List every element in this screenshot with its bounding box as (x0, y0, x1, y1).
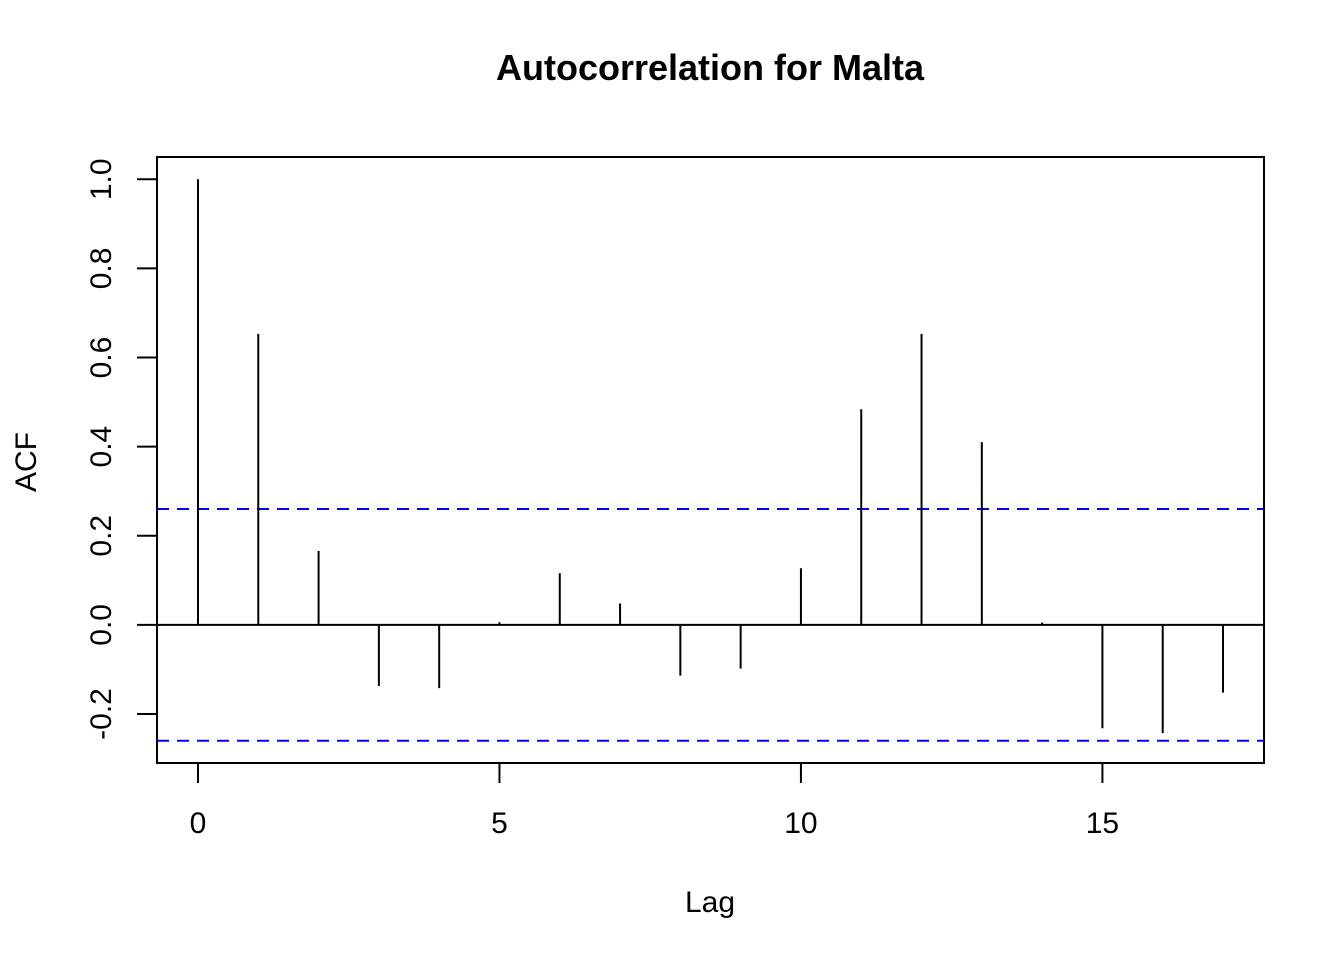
x-axis-label: Lag (685, 886, 735, 919)
y-tick-label: 0.2 (85, 515, 118, 557)
y-tick-label: 0.6 (85, 337, 118, 379)
plot-frame (156, 156, 1265, 764)
y-tick-label: -0.2 (85, 688, 118, 740)
y-tick-label: 0.8 (85, 248, 118, 290)
y-tick-label: 0.4 (85, 426, 118, 468)
y-tick-label: 1.0 (85, 158, 118, 200)
chart-title: Autocorrelation for Malta (496, 47, 925, 88)
x-tick-label: 10 (784, 807, 817, 840)
x-tick-label: 0 (190, 807, 207, 840)
y-axis-label: ACF (10, 432, 43, 492)
x-tick-label: 5 (491, 807, 508, 840)
x-tick-label: 15 (1086, 807, 1119, 840)
y-tick-label: 0.0 (85, 604, 118, 646)
